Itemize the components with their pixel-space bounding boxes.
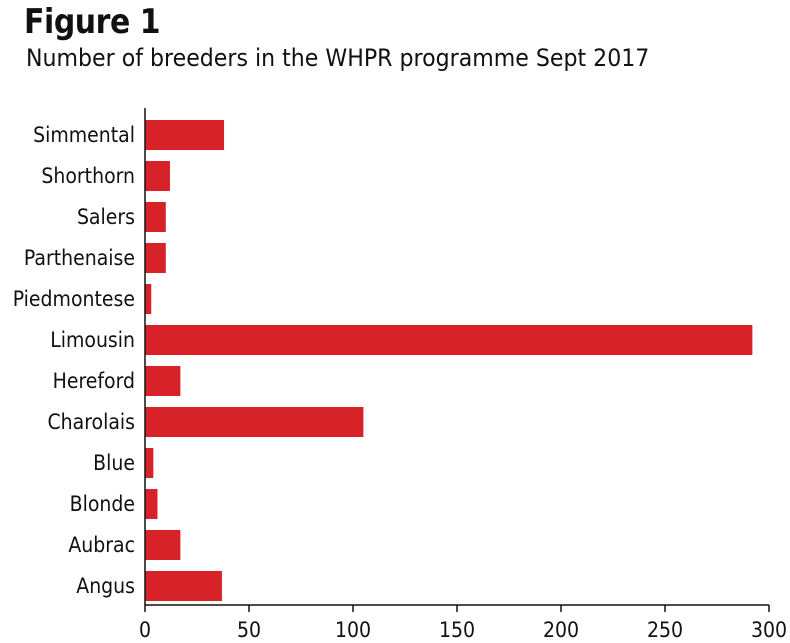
category-label-shorthorn: Shorthorn bbox=[41, 164, 135, 188]
x-tick-label-100: 100 bbox=[335, 618, 371, 642]
bar-parthenaise bbox=[145, 243, 166, 273]
bar-hereford bbox=[145, 366, 181, 396]
x-tick-label-200: 200 bbox=[543, 618, 579, 642]
bar-piedmontese bbox=[145, 284, 152, 314]
figure-label: Figure 1 bbox=[24, 2, 161, 42]
bar-blonde bbox=[145, 489, 158, 519]
category-label-parthenaise: Parthenaise bbox=[24, 246, 135, 270]
category-label-simmental: Simmental bbox=[33, 123, 135, 147]
category-label-angus: Angus bbox=[76, 574, 135, 598]
bars-group bbox=[145, 120, 753, 601]
category-label-charolais: Charolais bbox=[47, 410, 135, 434]
category-label-blue: Blue bbox=[93, 451, 135, 475]
bar-salers bbox=[145, 202, 166, 232]
chart-title: Number of breeders in the WHPR programme… bbox=[26, 44, 650, 72]
bar-angus bbox=[145, 571, 222, 601]
category-label-hereford: Hereford bbox=[53, 369, 135, 393]
x-tick-label-150: 150 bbox=[439, 618, 475, 642]
category-label-limousin: Limousin bbox=[50, 328, 135, 352]
bar-limousin bbox=[145, 325, 753, 355]
x-tick-label-50: 50 bbox=[237, 618, 261, 642]
category-label-aubrac: Aubrac bbox=[68, 533, 135, 557]
category-label-blonde: Blonde bbox=[70, 492, 135, 516]
bar-aubrac bbox=[145, 530, 181, 560]
x-axis: 0 50 100 150 200 250 300 bbox=[139, 108, 787, 642]
category-labels-group: Simmental Shorthorn Salers Parthenaise Piedm… bbox=[13, 123, 135, 598]
bar-charolais bbox=[145, 407, 364, 437]
bar-shorthorn bbox=[145, 161, 170, 191]
bar-simmental bbox=[145, 120, 225, 150]
category-label-salers: Salers bbox=[77, 205, 135, 229]
x-tick-label-300: 300 bbox=[751, 618, 787, 642]
category-label-piedmontese: Piedmontese bbox=[13, 287, 135, 311]
bar-blue bbox=[145, 448, 154, 478]
x-tick-label-0: 0 bbox=[139, 618, 151, 642]
x-tick-label-250: 250 bbox=[647, 618, 683, 642]
